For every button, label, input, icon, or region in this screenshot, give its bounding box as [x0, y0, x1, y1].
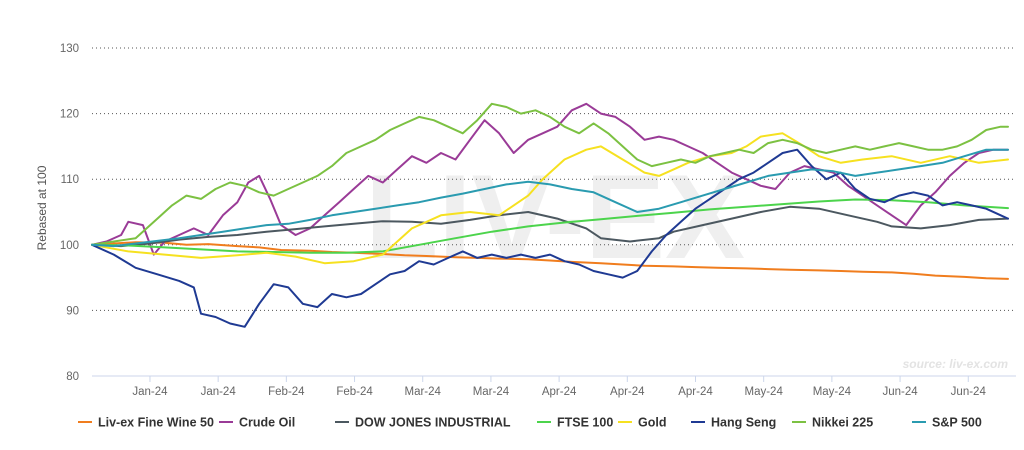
legend-label: DOW JONES INDUSTRIAL	[355, 416, 511, 430]
series-line-7	[91, 148, 1009, 248]
axes: 80 90 100 110 120 130 Jan-24 Jan-24 Feb-24 Feb-24…	[60, 43, 1016, 398]
x-tick-label: May-24	[813, 386, 852, 398]
y-tick-label: 90	[66, 305, 79, 317]
x-tick-label: Mar-24	[405, 386, 442, 398]
legend-item[interactable]: S&P 500	[912, 416, 982, 430]
legend-item[interactable]: Hang Seng	[691, 416, 776, 430]
series-line-4	[91, 132, 1009, 265]
y-axis-title: Rebased at 100	[35, 165, 49, 250]
x-tick-label: Apr-24	[678, 386, 713, 398]
legend-item[interactable]: Gold	[618, 416, 666, 430]
x-tick-label: Jan-24	[132, 386, 168, 398]
legend-item[interactable]: DOW JONES INDUSTRIAL	[335, 416, 511, 430]
x-tick-label: Feb-24	[336, 386, 373, 398]
x-tick-label: Feb-24	[268, 386, 305, 398]
legend-label: Gold	[638, 416, 666, 430]
legend-label: FTSE 100	[557, 416, 613, 430]
legend-label: Crude Oil	[239, 416, 295, 430]
watermark-text: LIV-EX	[365, 150, 745, 284]
y-tick-label: 100	[60, 240, 79, 252]
y-tick-label: 110	[61, 174, 79, 186]
series-line-6	[91, 102, 1009, 246]
x-tick-label: Mar-24	[473, 386, 510, 398]
legend-item[interactable]: Liv-ex Fine Wine 50	[78, 416, 214, 430]
legend-item[interactable]: FTSE 100	[537, 416, 613, 430]
legend-item[interactable]: Crude Oil	[219, 416, 295, 430]
legend-label: Liv-ex Fine Wine 50	[98, 416, 214, 430]
legend-label: S&P 500	[932, 416, 982, 430]
legend-label: Hang Seng	[711, 416, 776, 430]
x-tick-label: Apr-24	[610, 386, 645, 398]
legend-label: Nikkei 225	[812, 416, 873, 430]
y-tick-label: 120	[60, 109, 79, 121]
x-tick-label: Jun-24	[951, 386, 987, 398]
x-tick-label: May-24	[745, 386, 784, 398]
legend-item[interactable]: Nikkei 225	[792, 416, 873, 430]
legend: Liv-ex Fine Wine 50 Crude Oil DOW JONES IN…	[78, 416, 982, 430]
x-tick-label: Jan-24	[201, 386, 237, 398]
x-tick-label: Jun-24	[882, 386, 918, 398]
y-tick-label: 80	[66, 371, 79, 383]
y-tick-label: 130	[60, 43, 79, 55]
series-group	[91, 102, 1009, 328]
series-line-0	[91, 241, 1009, 280]
source-label: source: liv-ex.com	[903, 357, 1009, 371]
series-line-2	[91, 205, 1009, 248]
watermark: LIV-EX	[365, 150, 745, 284]
series-line-1	[91, 102, 1009, 256]
x-tick-label: Apr-24	[542, 386, 577, 398]
series-line-3	[91, 198, 1009, 254]
series-line-5	[91, 148, 1009, 328]
